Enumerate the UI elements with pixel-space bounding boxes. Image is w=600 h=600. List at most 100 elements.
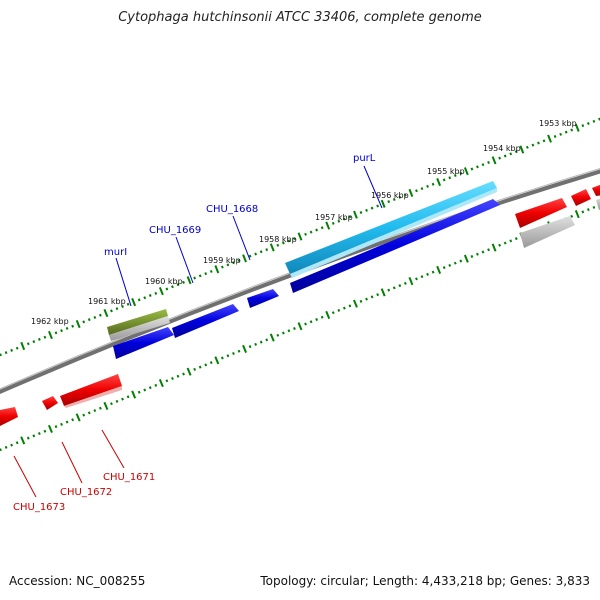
ruler-tick [204, 272, 208, 276]
ruler-tick [570, 214, 574, 218]
ruler-tick [26, 342, 30, 346]
feature-murI-cds[interactable] [113, 327, 174, 359]
gene-label-CHU_1668[interactable]: CHU_1668 [206, 204, 258, 215]
ruler-tick [487, 161, 490, 164]
ruler-tick [581, 124, 585, 128]
feature-CHU_1673[interactable] [0, 407, 18, 426]
ruler-tick [10, 443, 14, 447]
ruler-tick [154, 291, 158, 295]
ruler-tick [408, 188, 414, 198]
ruler-tick [281, 331, 285, 335]
ruler-tick [276, 243, 280, 247]
ruler-tick [269, 243, 275, 252]
ruler-tick [98, 406, 102, 410]
ruler-tick [442, 178, 446, 182]
feature-CHU_1668[interactable] [290, 199, 500, 293]
ruler-tick [403, 281, 407, 285]
genome-summary-text: Topology: circular; Length: 4,433,218 bp… [260, 574, 590, 588]
ruler-tick [248, 254, 252, 258]
ruler-tick [75, 413, 81, 422]
ruler-tick [43, 429, 47, 433]
gene-label-CHU_1671[interactable]: CHU_1671 [103, 472, 155, 483]
ruler-tick [481, 163, 485, 167]
ruler-tick [248, 345, 252, 349]
feature-CHU_1669[interactable] [247, 289, 279, 308]
ruler-tick [10, 348, 14, 352]
ruler-label: 1956 kbp [371, 191, 409, 200]
accession-text: Accession: NC_008255 [9, 574, 146, 588]
ruler-tick [320, 226, 324, 230]
ruler-tick [110, 309, 113, 313]
ruler-tick [148, 386, 152, 390]
ruler-tick [359, 299, 363, 303]
ruler-tick [265, 338, 269, 342]
ruler-tick [574, 123, 580, 132]
ruler-tick [564, 130, 568, 134]
ruler-tick [503, 154, 507, 158]
feature-CHU_1671[interactable] [60, 374, 122, 408]
feature-purL[interactable] [285, 181, 497, 278]
leader-lines-bottom [13, 429, 125, 498]
ruler-tick [304, 232, 307, 236]
ruler-tick [586, 122, 590, 125]
ruler-tick [359, 211, 363, 215]
ruler-tick [242, 254, 247, 263]
ruler-label: 1960 kbp [145, 277, 183, 286]
ruler-tick [293, 327, 296, 331]
ruler-tick [476, 165, 479, 169]
leader-lines-top [115, 165, 383, 307]
ruler-tick [103, 401, 109, 411]
ruler-tick [214, 356, 220, 365]
ruler-tick [491, 156, 497, 165]
ruler-tick [392, 197, 396, 201]
ruler-tick [47, 424, 53, 434]
ruler-tick [48, 330, 53, 340]
ruler-tick [448, 263, 452, 267]
ruler-tick [115, 399, 119, 403]
ruler-tick [131, 298, 137, 307]
gene-label-murI[interactable]: murI [104, 247, 127, 258]
ruler-tick [32, 340, 36, 344]
ruler-tick [387, 288, 391, 292]
ruler-tick [265, 248, 269, 252]
feature-CHU_1669b[interactable] [172, 304, 239, 338]
map-title: Cytophaga hutchinsonii ATCC 33406, compl… [118, 10, 482, 25]
ruler-tick [232, 261, 235, 265]
ruler-tick [93, 315, 97, 319]
gene-label-CHU_1672[interactable]: CHU_1672 [60, 487, 112, 498]
ruler-tick [315, 317, 319, 321]
ruler-tick [503, 241, 507, 245]
ruler-tick [126, 395, 130, 399]
ruler-tick [470, 254, 474, 258]
gene-label-purL[interactable]: purL [353, 153, 376, 164]
ruler-tick [158, 379, 164, 388]
ruler-labels: 1953 kbp 1954 kbp 1955 kbp 1956 kbp 1957… [31, 119, 577, 326]
ruler-tick [498, 243, 502, 247]
ruler-tick [226, 354, 230, 358]
feature-murI[interactable] [107, 309, 170, 341]
ruler-tick [376, 204, 380, 208]
ruler-tick [453, 261, 457, 265]
ruler-tick [182, 280, 185, 284]
ruler-tick [176, 374, 180, 378]
ruler-tick [415, 277, 418, 281]
ruler-tick [337, 219, 341, 223]
gene-label-CHU_1669[interactable]: CHU_1669 [149, 225, 201, 236]
ruler-tick [448, 176, 452, 180]
ruler-tick [365, 297, 368, 301]
ruler-tick [403, 193, 407, 197]
feature-CHU_1672[interactable] [42, 396, 58, 410]
ruler-tick [398, 284, 402, 288]
ruler-tick [176, 283, 180, 287]
ruler-tick [54, 331, 58, 335]
ruler-tick [353, 210, 358, 219]
ruler-tick [143, 388, 147, 392]
gene-label-CHU_1673[interactable]: CHU_1673 [13, 502, 65, 513]
feature-reverse-right[interactable] [515, 183, 600, 248]
ruler-tick [415, 189, 418, 193]
ruler-tick [463, 254, 469, 263]
ruler-tick [60, 329, 63, 333]
ruler-tick [121, 397, 124, 401]
ruler-tick [463, 167, 469, 176]
ruler-tick [71, 324, 75, 328]
